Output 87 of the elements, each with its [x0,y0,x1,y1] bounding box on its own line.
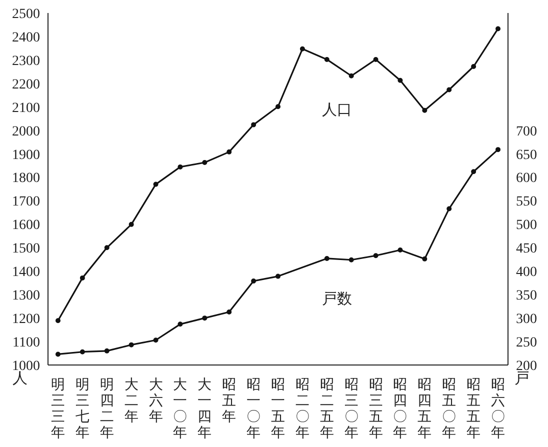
point [80,275,85,280]
point [422,108,428,113]
x-tick-label: 昭一〇年 [246,378,261,441]
y-tick-label: 2200 [12,77,40,92]
y2-tick-label: 400 [516,265,537,280]
point [56,318,60,324]
x-tick-label: 大一〇年 [173,377,188,441]
y-tick-label: 1900 [12,148,40,163]
y2-tick-label: 200 [516,358,537,374]
y2-tick-label: 250 [516,336,537,351]
x-tick-label: 昭三五年 [368,378,383,441]
x-tick-label: 昭五年 [222,378,236,425]
point [153,182,158,187]
point [128,342,134,348]
point [324,56,330,62]
point [202,316,208,321]
point [276,274,280,279]
point [373,56,378,62]
x-tick-label: 昭六〇年 [491,378,505,441]
x-tick-label: 昭一五年 [271,378,285,441]
point [324,256,330,261]
x-tick-label: 大一四年 [198,377,212,441]
y-tick-label: 2300 [12,54,40,69]
point [446,206,452,212]
point [128,222,134,227]
point [398,78,403,83]
x-tick-label: 昭三〇年 [344,378,358,441]
point [226,309,232,314]
point [153,338,158,343]
point [104,245,110,250]
x-tick-label: 昭二五年 [320,378,334,441]
point [496,26,500,32]
point [80,349,85,354]
point [104,348,110,354]
series-label: 人口 [322,102,352,118]
series-label: 戸数 [322,291,352,308]
y2-tick-label: 550 [516,194,537,210]
x-tick-label: 明三七年 [75,378,90,441]
y2-tick-label: 600 [516,171,537,186]
y-tick-label: 1000 [12,358,40,374]
point [348,73,354,78]
y-tick-label: 2000 [12,124,40,140]
y-tick-label: 1500 [12,242,40,257]
point [56,352,60,357]
y-tick-label: 1600 [12,218,40,234]
point [202,160,208,165]
y-tick-label: 2400 [12,30,40,46]
point [373,253,378,258]
point [348,257,354,262]
point [276,104,280,110]
y-tick-label: 1700 [12,194,40,210]
x-tick-label: 明四二年 [100,378,114,441]
y-tick-label: 1800 [12,171,40,186]
point [471,64,476,70]
point [471,169,476,174]
y2-tick-label: 650 [516,148,537,163]
y-axis-title: 人 [12,371,28,387]
x-tick-label: 大六年 [148,377,163,425]
point [251,122,256,128]
y2-tick-label: 300 [516,312,537,328]
y-tick-label: 1200 [12,312,40,328]
x-tick-label: 昭五五年 [466,378,481,441]
x-tick-label: 昭二〇年 [295,378,310,441]
point [300,46,305,52]
x-tick-label: 昭四〇年 [393,378,408,441]
x-tick-label: 明三三年 [51,378,65,441]
y-tick-label: 1300 [12,288,40,304]
y-tick-label: 2500 [12,6,40,22]
point [496,147,500,152]
y2-tick-label: 350 [516,288,537,304]
y2-tick-label: 450 [516,242,537,257]
point [422,256,428,262]
point [251,278,256,284]
point [226,149,232,154]
y2-tick-label: 500 [516,218,537,234]
x-tick-label: 大二年 [124,377,138,425]
y-tick-label: 1400 [12,265,40,280]
y-tick-label: 1100 [12,336,40,351]
point [178,164,183,170]
x-tick-label: 昭四五年 [418,378,432,441]
point [446,87,452,92]
point [398,248,403,253]
y-tick-label: 2100 [12,100,40,116]
x-tick-label: 昭五〇年 [442,378,456,441]
y2-tick-label: 700 [516,124,537,140]
y2-axis-title: 戸 [514,371,530,387]
point [178,322,183,327]
